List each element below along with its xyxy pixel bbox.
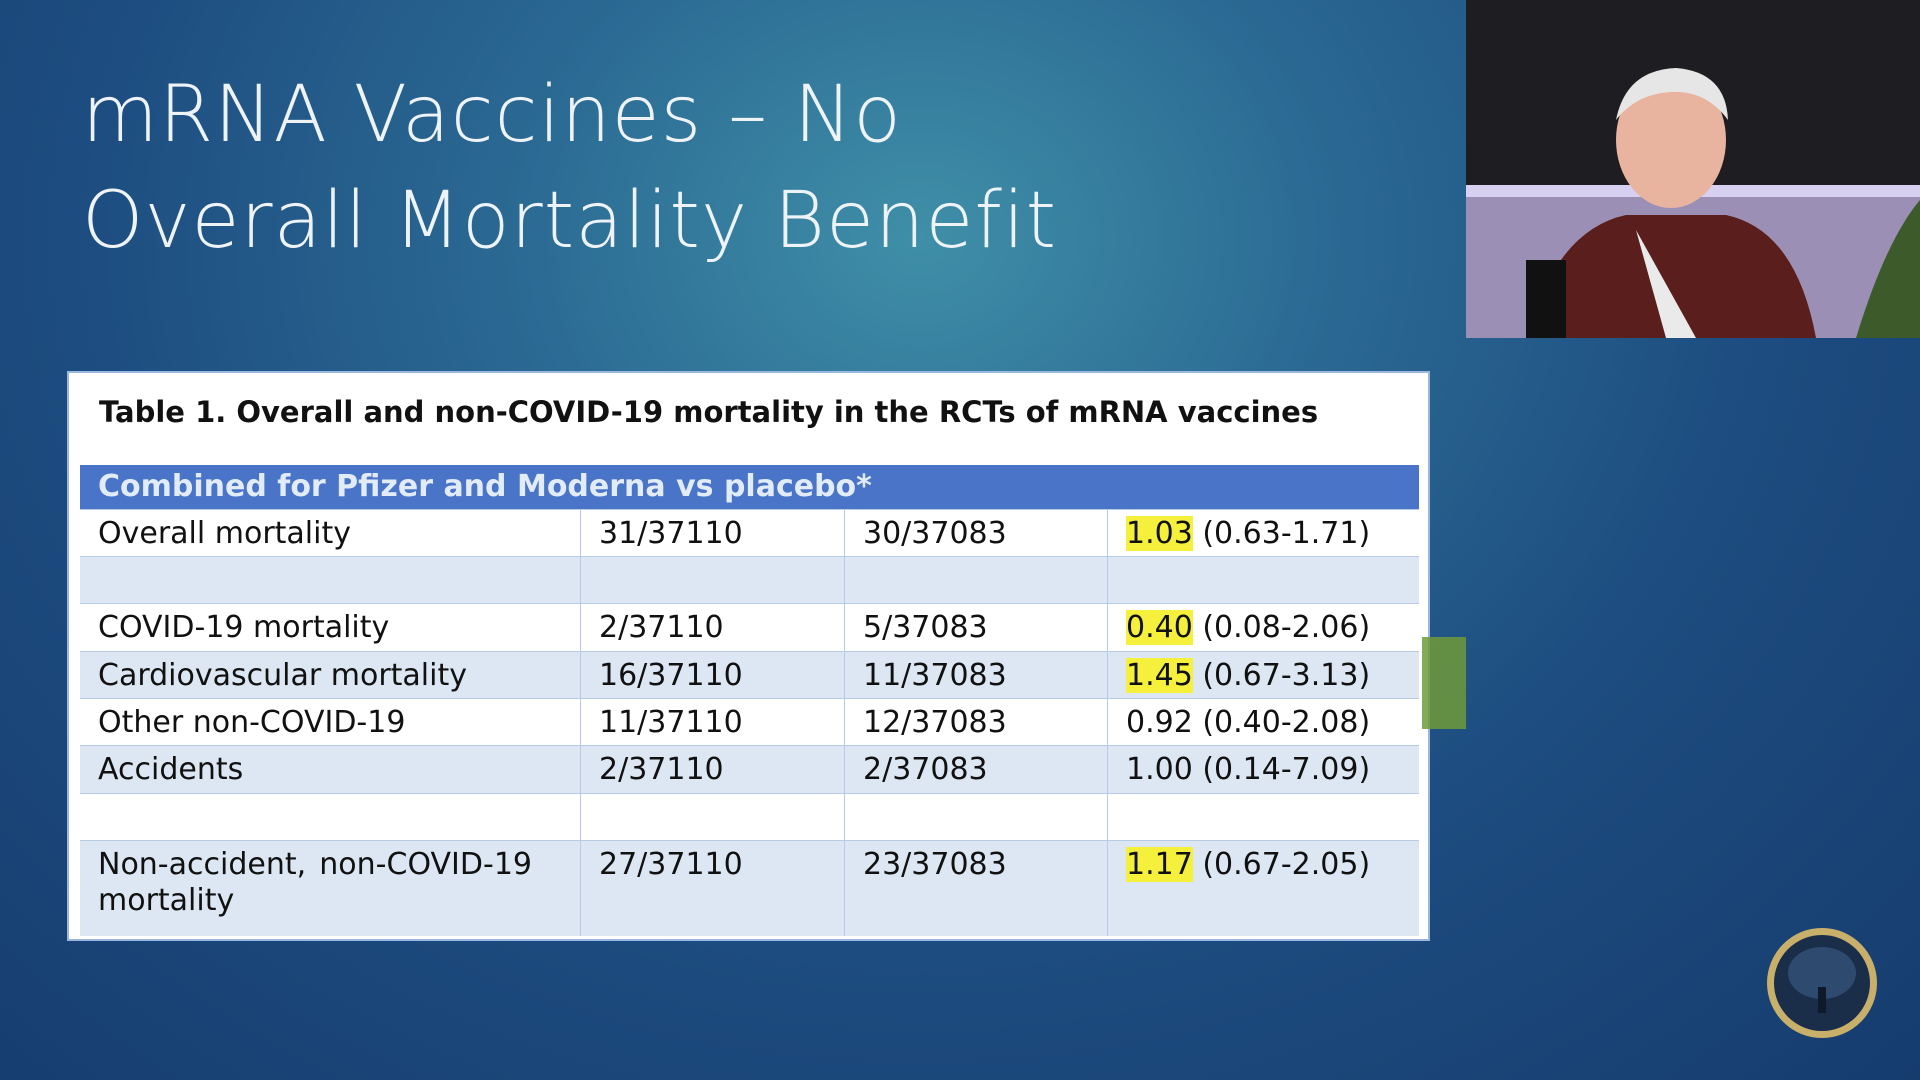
cell-vaccine: 11/37110 [580, 699, 844, 745]
cell-placebo: 11/37083 [844, 652, 1107, 698]
cell-estimate: 1.45 (0.67-3.13) [1107, 652, 1419, 698]
cell-placebo: 23/37083 [844, 841, 1107, 936]
table-row [80, 793, 1419, 840]
table-row: Accidents 2/37110 2/37083 1.00 (0.14-7.09) [80, 745, 1419, 793]
cell-vaccine [580, 794, 844, 840]
cell-label: Cardiovascular mortality [98, 658, 467, 693]
estimate: 0.92 [1126, 705, 1193, 740]
table-row: Other non-COVID-19 mortality 11/3711012/3… [80, 698, 1419, 776]
table-row [80, 556, 1419, 603]
title-line: mRNA Vaccines – No [82, 70, 902, 160]
cell-estimate [1107, 794, 1419, 840]
cell-vaccine: 16/37110 [580, 652, 844, 698]
estimate: 1.00 [1126, 752, 1193, 787]
estimate: 1.03 [1126, 516, 1193, 551]
green-marker [1422, 637, 1466, 729]
title-line: Overall Mortality Benefit [82, 176, 1058, 266]
table: Table 1. Overall and non-COVID-19 mortal… [69, 373, 1428, 939]
cell-estimate: 0.40 (0.08-2.06) [1107, 604, 1419, 651]
slide-title: mRNA Vaccines – No Overall Mortality Ben… [82, 62, 1057, 274]
cell-label: Overall mortality [98, 516, 351, 551]
table-row: COVID-19 mortality 2/37110 5/37083 0.40 (0.… [80, 603, 1419, 651]
table-caption: Table 1. Overall and non-COVID-19 mortal… [99, 395, 1319, 429]
cell-label: Non-accident, non-COVID-19 mortality [98, 847, 532, 918]
cell-estimate: 0.92 (0.40-2.08) [1107, 699, 1419, 745]
cell-placebo [844, 557, 1107, 603]
cell-vaccine: 31/37110 [580, 510, 844, 556]
estimate: 0.40 [1126, 610, 1193, 645]
logo [1767, 928, 1877, 1038]
table-header: Combined for Pfizer and Moderna vs place… [80, 465, 1419, 509]
table-row: Cardiovascular mortality 16/37110 11/37083… [80, 651, 1419, 698]
cell-vaccine: 2/37110 [580, 746, 844, 793]
cell-label [80, 794, 550, 840]
cell-estimate: 1.03 (0.63-1.71) [1107, 510, 1419, 556]
table-row: Non-accident, non-COVID-19 mortality 27/3… [80, 840, 1419, 936]
cell-label: Other non-COVID-19 mortality [98, 705, 406, 776]
confidence-interval: (0.08-2.06) [1202, 610, 1371, 645]
confidence-interval: (0.67-3.13) [1202, 658, 1371, 693]
cell-placebo: 12/37083 [844, 699, 1107, 745]
cell-label: COVID-19 mortality [98, 610, 390, 645]
cell-placebo: 2/37083 [844, 746, 1107, 793]
confidence-interval: (0.40-2.08) [1202, 705, 1371, 740]
cell-vaccine: 2/37110 [580, 604, 844, 651]
confidence-interval: (0.63-1.71) [1202, 516, 1371, 551]
confidence-interval: (0.14-7.09) [1202, 752, 1371, 787]
cell-placebo: 30/37083 [844, 510, 1107, 556]
cell-placebo [844, 794, 1107, 840]
cell-vaccine: 27/37110 [580, 841, 844, 936]
estimate: 1.45 [1126, 658, 1193, 693]
confidence-interval: (0.67-2.05) [1202, 847, 1371, 882]
cell-label [80, 557, 550, 603]
cell-estimate: 1.17 (0.67-2.05) [1107, 841, 1419, 936]
webcam [1466, 0, 1920, 338]
estimate: 1.17 [1126, 847, 1193, 882]
cell-label: Accidents [98, 752, 244, 787]
cell-estimate [1107, 557, 1419, 603]
cell-placebo: 5/37083 [844, 604, 1107, 651]
cell-vaccine [580, 557, 844, 603]
table-row: Overall mortality 31/37110 30/37083 1.03 (0… [80, 509, 1419, 556]
cell-estimate: 1.00 (0.14-7.09) [1107, 746, 1419, 793]
